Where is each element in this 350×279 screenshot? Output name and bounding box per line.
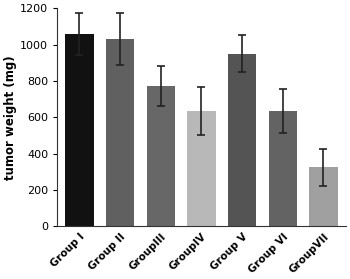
Bar: [187, 111, 216, 227]
Bar: [228, 54, 256, 227]
Bar: [268, 111, 297, 227]
Bar: [309, 167, 338, 227]
Bar: [147, 86, 175, 227]
Y-axis label: tumor weight (mg): tumor weight (mg): [4, 55, 17, 180]
Bar: [65, 34, 94, 227]
Bar: [106, 39, 134, 227]
